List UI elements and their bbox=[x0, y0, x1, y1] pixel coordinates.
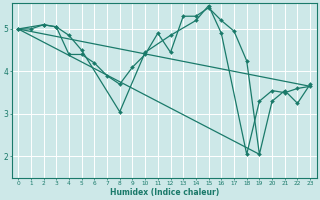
X-axis label: Humidex (Indice chaleur): Humidex (Indice chaleur) bbox=[109, 188, 219, 197]
